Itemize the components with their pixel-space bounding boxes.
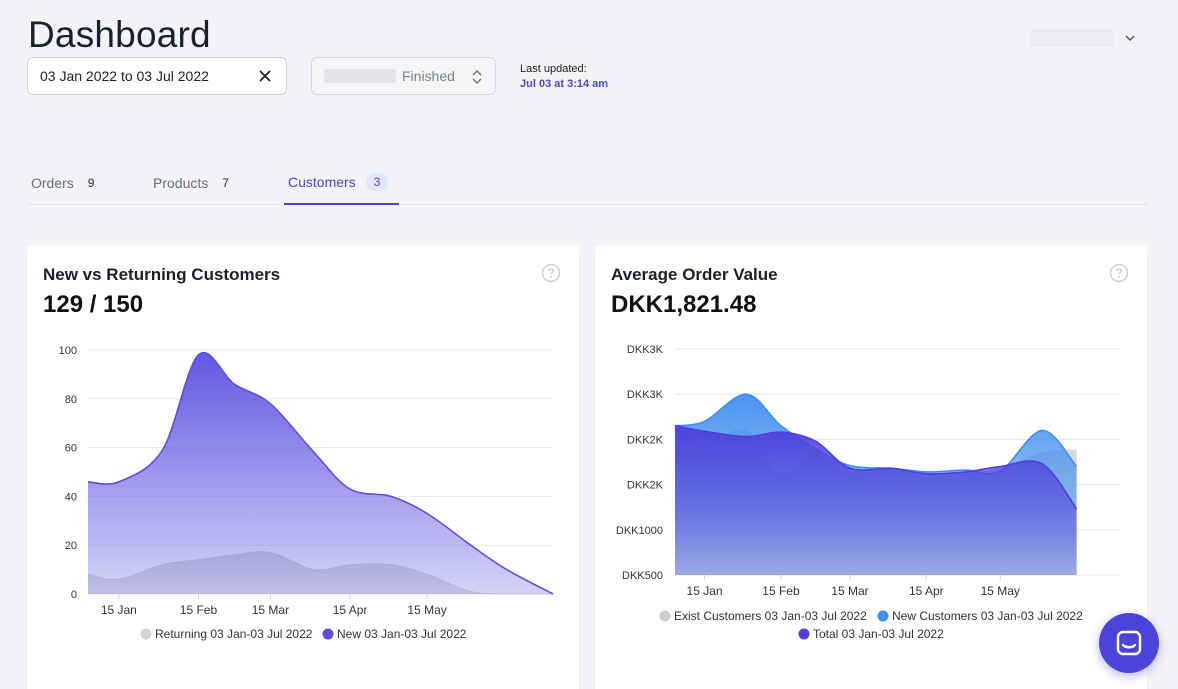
chat-icon — [1116, 630, 1142, 656]
status-select[interactable]: Finished — [311, 57, 496, 95]
tab-orders[interactable]: Orders 9 — [27, 160, 98, 205]
legend-swatch — [798, 628, 810, 640]
legend-swatch — [659, 610, 671, 622]
x-tick-label: 15 Jan — [101, 603, 137, 617]
series-area — [675, 425, 1077, 575]
legend-label: New 03 Jan-03 Jul 2022 — [337, 627, 467, 641]
series-area — [88, 352, 553, 594]
date-range-filter[interactable]: 03 Jan 2022 to 03 Jul 2022 — [27, 57, 287, 95]
customers-chart: 0 20 40 60 80 100 15 Jan 15 Feb 15 Mar 15 Apr 15 M… — [59, 345, 554, 641]
tab-count: 9 — [87, 175, 95, 190]
x-tick-label: 15 Apr — [333, 603, 368, 617]
status-value: Finished — [402, 68, 455, 84]
legend-label: New Customers 03 Jan-03 Jul 2022 — [892, 609, 1083, 623]
blurred-store-name — [324, 69, 396, 83]
y-tick-label: 80 — [65, 394, 77, 406]
x-tick-label: 15 Apr — [909, 584, 944, 598]
tab-label: Orders — [31, 174, 74, 191]
x-tick-label: 15 Feb — [180, 603, 218, 617]
x-tick-label: 15 May — [981, 584, 1020, 598]
legend-swatch — [140, 628, 152, 640]
legend-label: Exist Customers 03 Jan-03 Jul 2022 — [674, 609, 867, 623]
series-line — [674, 425, 1078, 510]
tab-label: Customers — [288, 173, 356, 190]
legend-swatch — [322, 628, 334, 640]
tab-count: 3 — [365, 172, 389, 191]
y-tick-label: 0 — [71, 589, 77, 601]
y-tick-label: DKK2K — [627, 480, 664, 492]
legend-label: Total 03 Jan-03 Jul 2022 — [813, 627, 944, 641]
card-value: 129 / 150 — [43, 291, 144, 318]
legend-label: Returning 03 Jan-03 Jul 2022 — [155, 627, 313, 641]
x-tick-label: 15 May — [407, 603, 446, 617]
y-tick-label: 40 — [65, 491, 77, 503]
card-title: New vs Returning Customers — [43, 265, 281, 284]
aov-card: Average Order Value DKK1,821.48 DKK500 DK… — [595, 245, 1147, 689]
series-line — [87, 351, 554, 595]
chevron-down-icon — [1125, 35, 1135, 42]
date-range-text: 03 Jan 2022 to 03 Jul 2022 — [40, 68, 209, 84]
last-updated-value: Jul 03 at 3:14 am — [520, 78, 609, 90]
x-tick-label: 15 Feb — [762, 584, 800, 598]
chat-launcher-button[interactable] — [1099, 613, 1159, 673]
tab-count: 7 — [222, 175, 229, 190]
updown-icon — [472, 69, 482, 85]
y-tick-label: DKK3K — [627, 344, 664, 356]
y-tick-label: 60 — [65, 443, 77, 455]
legend-swatch — [877, 610, 889, 622]
y-tick-label: 100 — [59, 345, 77, 357]
tab-products[interactable]: Products 7 — [149, 160, 233, 205]
last-updated-label: Last updated: — [520, 63, 587, 75]
card-title: Average Order Value — [611, 265, 778, 284]
y-tick-label: DKK1000 — [616, 525, 663, 537]
last-updated: Last updated: Jul 03 at 3:14 am — [520, 62, 608, 92]
aov-chart: DKK500 DKK1000 DKK2K DKK2K DKK3K DKK3K 15 Jan 1… — [616, 344, 1121, 641]
help-circle-icon[interactable] — [1109, 263, 1129, 283]
y-tick-label: 20 — [65, 540, 77, 552]
blurred-user-name — [1030, 29, 1114, 47]
customers-card: New vs Returning Customers 129 / 150 0 20… — [27, 245, 579, 689]
tab-bar: Orders 9 Products 7 Customers 3 — [27, 160, 1148, 205]
user-menu[interactable] — [1030, 28, 1140, 48]
x-tick-label: 15 Jan — [687, 584, 723, 598]
y-tick-label: DKK500 — [622, 570, 663, 582]
x-tick-label: 15 Mar — [252, 603, 289, 617]
y-tick-label: DKK2K — [627, 434, 664, 446]
close-icon[interactable] — [256, 67, 274, 85]
help-circle-icon[interactable] — [541, 263, 561, 283]
card-value: DKK1,821.48 — [611, 291, 757, 318]
page-title: Dashboard — [28, 14, 211, 55]
tab-customers[interactable]: Customers 3 — [284, 160, 399, 205]
x-tick-label: 15 Mar — [831, 584, 868, 598]
tab-label: Products — [153, 174, 209, 191]
y-tick-label: DKK3K — [627, 389, 664, 401]
